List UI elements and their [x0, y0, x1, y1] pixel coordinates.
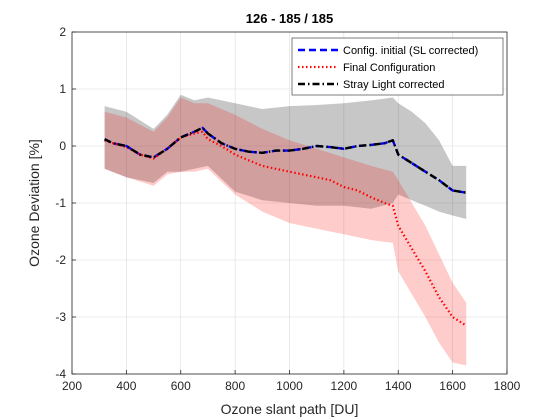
- series-line-0: [104, 126, 467, 194]
- y-tick-label: -2: [55, 253, 66, 267]
- uncertainty-band-0: [104, 94, 467, 219]
- x-tick-label: 1600: [439, 379, 466, 393]
- uncertainty-band-1: [104, 97, 467, 366]
- x-tick-label: 1800: [494, 379, 521, 393]
- x-axis-ticks: 200 400 600 800 1000 1200 1400 1600 1800: [62, 370, 521, 393]
- x-tick-label: 600: [171, 379, 191, 393]
- shaded-bands: [104, 94, 467, 366]
- y-axis-ticks: -4 -3 -2 -1 0 1 2: [55, 25, 76, 381]
- x-axis-title: Ozone slant path [DU]: [221, 401, 359, 417]
- x-tick-label: 1000: [276, 379, 303, 393]
- x-tick-label: 200: [62, 379, 82, 393]
- legend-label-0: Config. initial (SL corrected): [343, 45, 478, 57]
- y-axis-title: Ozone Deviation [%]: [26, 139, 42, 267]
- x-tick-label: 800: [225, 379, 245, 393]
- x-tick-label: 1200: [331, 379, 358, 393]
- legend: Config. initial (SL corrected) Final Conf…: [291, 37, 504, 96]
- legend-label-2: Stray Light corrected: [343, 79, 445, 91]
- y-tick-label: -1: [55, 196, 66, 210]
- chart-title: 126 - 185 / 185: [246, 11, 333, 26]
- series-line-1: [104, 130, 467, 327]
- y-tick-label: -4: [55, 367, 66, 381]
- y-tick-label: 1: [59, 82, 66, 96]
- legend-label-1: Final Configuration: [343, 62, 435, 74]
- series-lines: [104, 126, 467, 327]
- x-tick-label: 1400: [385, 379, 412, 393]
- x-tick-label: 400: [116, 379, 136, 393]
- y-tick-label: 2: [59, 25, 66, 39]
- y-tick-label: 0: [59, 139, 66, 153]
- y-tick-label: -3: [55, 310, 66, 324]
